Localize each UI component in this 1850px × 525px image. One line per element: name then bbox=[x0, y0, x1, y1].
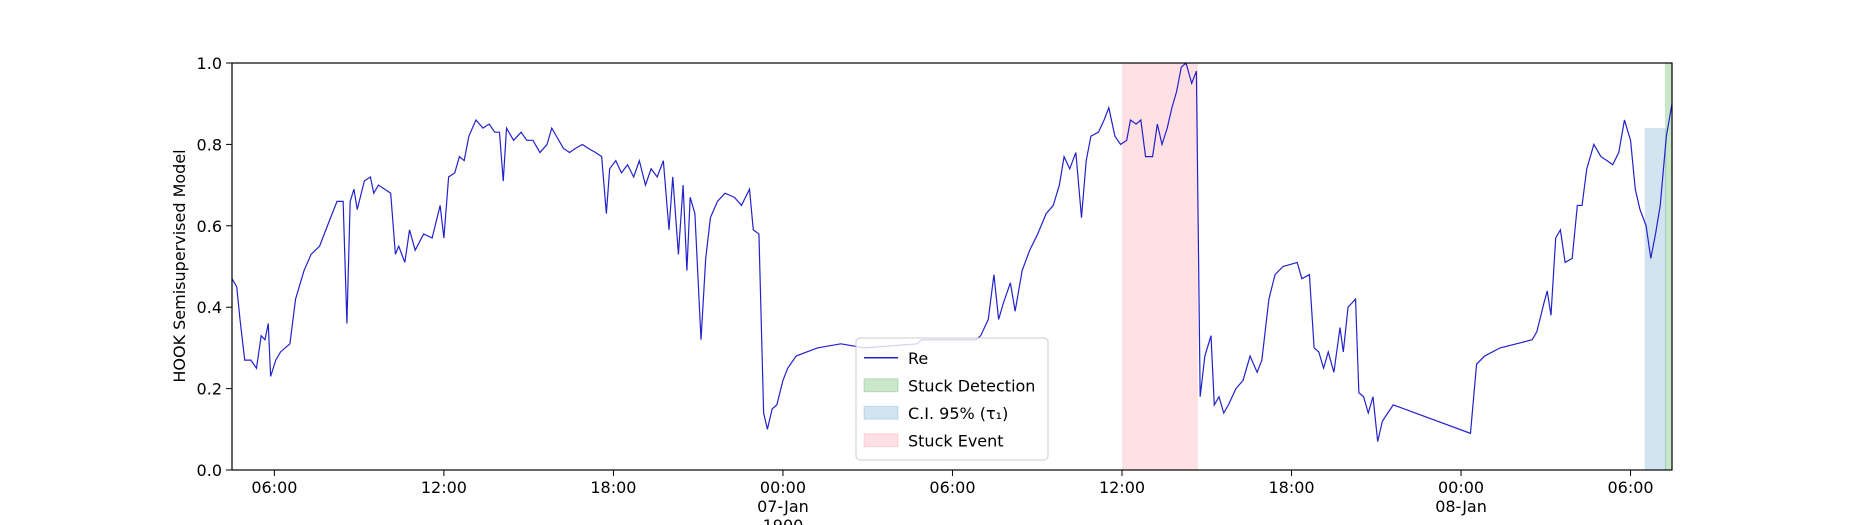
y-tick-label: 1.0 bbox=[197, 54, 222, 73]
y-tick-label: 0.2 bbox=[197, 380, 222, 399]
x-tick-label: 18:00 bbox=[1268, 478, 1314, 497]
y-tick-label: 0.8 bbox=[197, 135, 222, 154]
x-tick-label: 06:00 bbox=[929, 478, 975, 497]
x-tick-label: 06:00 bbox=[251, 478, 297, 497]
x-tick-label: 00:00 08-Jan bbox=[1435, 478, 1487, 516]
x-tick-label: 12:00 bbox=[421, 478, 467, 497]
y-tick-label: 0.6 bbox=[197, 217, 222, 236]
x-tick-label: 06:00 bbox=[1608, 478, 1654, 497]
y-tick-label: 0.4 bbox=[197, 298, 222, 317]
span bbox=[1121, 63, 1198, 470]
y-tick-label: 0.0 bbox=[197, 461, 222, 480]
legend-label: C.I. 95% (τ₁) bbox=[908, 404, 1008, 423]
legend-patch bbox=[863, 378, 899, 393]
legend-label: Stuck Detection bbox=[908, 376, 1035, 395]
span bbox=[1644, 128, 1667, 470]
x-tick-label: 12:00 bbox=[1099, 478, 1145, 497]
x-tick-label: 18:00 bbox=[590, 478, 636, 497]
legend-box bbox=[855, 337, 1049, 461]
legend-patch bbox=[863, 433, 899, 448]
span bbox=[1664, 63, 1672, 470]
legend-patch bbox=[863, 405, 899, 420]
y-axis-label: HOOK Semisupervised Model bbox=[170, 149, 189, 382]
legend-label: Re bbox=[908, 349, 928, 368]
legend-label: Stuck Event bbox=[908, 431, 1004, 450]
